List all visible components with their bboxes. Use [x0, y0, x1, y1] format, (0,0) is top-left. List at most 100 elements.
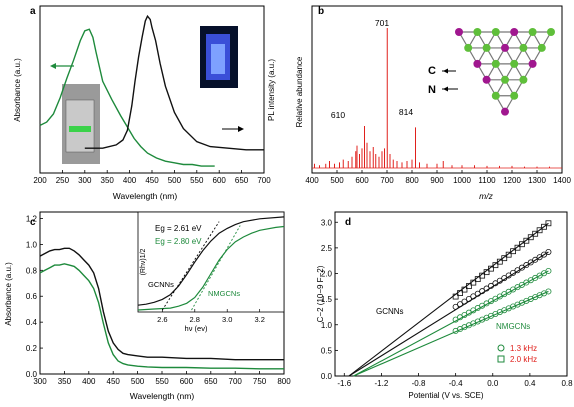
a-xtick-label: 550: [190, 176, 204, 185]
c-ylabel: Absorbance (a.u.): [4, 262, 13, 326]
a-xtick-label: 200: [33, 176, 47, 185]
c-xtick-label: 550: [155, 377, 169, 386]
nitrogen-atom: [501, 43, 509, 52]
c-ytick-label: 1.2: [26, 214, 38, 223]
d-fit-line: [348, 251, 549, 377]
a-ylabel-right: PL intensity (a.u.): [267, 59, 276, 121]
a-series-black-line: [84, 14, 264, 151]
d-ytick-label: 2.0: [321, 270, 333, 279]
photo-cuvette-glow: [69, 126, 91, 132]
inset-legend-gcnns: Eg = 2.61 eV: [155, 224, 202, 233]
nitrogen-atom: [510, 28, 519, 36]
d-xtick-label: 0.8: [561, 379, 573, 388]
d-ytick-label: 0.5: [321, 346, 333, 355]
d-xtick-label: 0.0: [487, 379, 499, 388]
panel-a-series: [39, 14, 264, 167]
panel-a: a 200 250 300 350 400 450 500 550 600 650 700 Wave…: [13, 5, 276, 201]
panel-b-label: b: [318, 6, 324, 17]
c-ytick-label: 0.8: [26, 266, 38, 275]
b-xlabel: m/z: [479, 191, 493, 201]
inset-label-gcnns: GCNNs: [148, 280, 174, 289]
d-point-square: [479, 272, 486, 279]
inset-frame: [137, 211, 285, 313]
b-xtick-label: 600: [355, 176, 369, 185]
d-xtick-label: -1.2: [375, 379, 389, 388]
legend-circle-marker: [497, 344, 505, 352]
c-xlabel: Wavelength (nm): [130, 391, 195, 401]
panel-d-frame: [334, 211, 568, 377]
d-ytick-label: 1.0: [321, 321, 333, 330]
annotation-c: C: [428, 65, 436, 77]
carbon-atom: [528, 28, 537, 36]
d-ytick-label: 0.0: [321, 372, 333, 381]
nitrogen-atom: [528, 59, 537, 68]
d-point-square: [452, 293, 459, 300]
d-label-gcnns: GCNNs: [376, 307, 404, 316]
a-xtick-label: 450: [145, 176, 159, 185]
carbon-atom: [510, 91, 519, 100]
peak-label: 610: [331, 110, 345, 120]
carbon-atom: [501, 75, 509, 84]
panel-d: d -1.6 -1.2 -0.8 -0.4 0.0 0.4 0.8 0.0 0.5 1.0 1.5 2…: [316, 211, 573, 400]
c-ytick-label: 0.0: [26, 370, 38, 379]
d-ytick-label: 1.5: [321, 295, 333, 304]
a-xtick-label: 400: [123, 176, 137, 185]
c-xtick-label: 350: [58, 377, 72, 386]
panel-b-axes: 400 500 600 700 800 900 1000 1100 1200 1300 1400: [305, 170, 571, 185]
c-xtick-label: 650: [204, 377, 218, 386]
c-xtick-label: 300: [33, 377, 47, 386]
arrow-c-head: [443, 68, 448, 74]
inset-series-green-line: [137, 225, 285, 311]
d-ylabel: C−2 (10−9 F−2): [316, 265, 325, 322]
d-xtick-label: -1.6: [337, 379, 351, 388]
d-point-circle: [483, 285, 490, 292]
arrow-pl-head: [238, 126, 244, 132]
d-xlabel: Potential (V vs. SCE): [408, 391, 483, 400]
nitrogen-atom: [473, 59, 482, 68]
d-point-circle: [532, 256, 539, 263]
b-ylabel: Relative abundance: [295, 56, 304, 127]
c-series-black-line: [39, 247, 284, 361]
inset-xtick-label: 2.8: [190, 315, 200, 324]
d-point-circle: [527, 259, 534, 266]
inset-plot: 2.6 2.8 3.0 3.2: [137, 216, 285, 324]
panel-b-peaks: 701 610 814: [312, 18, 562, 169]
d-ytick-label: 3.0: [321, 218, 333, 227]
d-point-circle: [470, 293, 477, 300]
inset-xtick-label: 2.6: [157, 315, 167, 324]
d-point-square: [527, 234, 534, 241]
d-point-square: [536, 227, 543, 234]
d-legend-2p0: 2.0 kHz: [510, 355, 537, 364]
d-point-square: [470, 279, 477, 286]
arrow-absorbance-head: [50, 63, 56, 69]
d-point-circle: [457, 301, 464, 308]
d-fit-line: [353, 270, 549, 377]
a-ylabel-left: Absorbance (a.u.): [13, 58, 22, 122]
d-point-circle: [505, 272, 512, 279]
nitrogen-atom: [455, 28, 463, 36]
d-point-square: [465, 283, 472, 289]
d-point-square: [483, 269, 490, 276]
nitrogen-atom: [482, 75, 491, 84]
d-point-circle: [545, 288, 552, 295]
d-point-square: [461, 286, 468, 293]
carbon-atom: [519, 75, 528, 84]
d-legend-1p3: 1.3 kHz: [510, 344, 537, 353]
d-point-square: [501, 255, 508, 262]
inset-ylabel: (Rhν)1/2: [140, 248, 147, 275]
d-point-circle: [518, 264, 525, 271]
c-series-green-line: [39, 263, 284, 370]
inset-xtick-label: 3.0: [222, 315, 232, 324]
panel-b: b 400 500 600 700 800 900 1000 1100 1200 1300 1400…: [295, 5, 571, 201]
d-fit-line: [348, 222, 549, 377]
panel-c: c 300 350 400 450 500 550 600 650 700 750 800 0.0 0.…: [4, 211, 291, 401]
d-point-circle: [536, 254, 543, 261]
d-point-square: [505, 251, 512, 258]
panel-d-series: [348, 220, 552, 377]
legend-square-marker: [497, 355, 505, 363]
carbon-atom: [473, 28, 482, 36]
a-xtick-label: 300: [78, 176, 92, 185]
inset-legend-nmgcns: Eg = 2.80 eV: [155, 237, 202, 246]
c-xtick-label: 500: [131, 377, 145, 386]
